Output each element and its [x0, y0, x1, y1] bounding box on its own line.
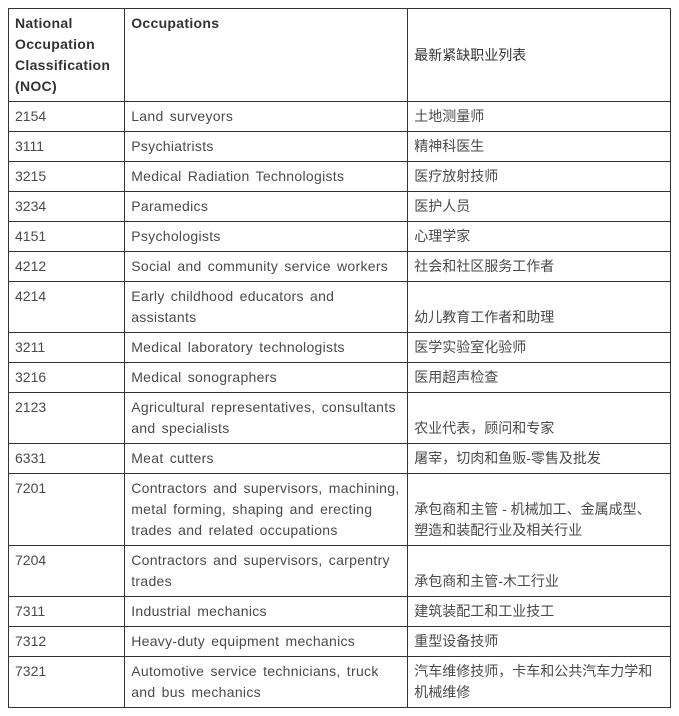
- cell-cn: 精神科医生: [408, 132, 671, 162]
- table-row: 3216Medical sonographers医用超声检查: [9, 363, 671, 393]
- cell-cn: 农业代表，顾问和专家: [408, 393, 671, 444]
- cell-noc: 4212: [9, 252, 125, 282]
- table-header-row: National Occupation Classification (NOC)…: [9, 9, 671, 102]
- cell-cn: 承包商和主管 - 机械加工、金属成型、塑造和装配行业及相关行业: [408, 474, 671, 546]
- table-body: 2154Land surveyors土地测量师3111Psychiatrists…: [9, 102, 671, 708]
- cell-occupation: Land surveyors: [125, 102, 408, 132]
- cell-occupation: Psychologists: [125, 222, 408, 252]
- table-row: 4214Early childhood educators and assist…: [9, 282, 671, 333]
- cell-noc: 7312: [9, 627, 125, 657]
- cell-cn: 社会和社区服务工作者: [408, 252, 671, 282]
- cell-cn: 建筑装配工和工业技工: [408, 597, 671, 627]
- cell-cn: 重型设备技师: [408, 627, 671, 657]
- cell-noc: 3111: [9, 132, 125, 162]
- cell-cn: 汽车维修技师，卡车和公共汽车力学和机械维修: [408, 657, 671, 708]
- table-row: 2154Land surveyors土地测量师: [9, 102, 671, 132]
- cell-noc: 7201: [9, 474, 125, 546]
- cell-occupation: Psychiatrists: [125, 132, 408, 162]
- table-row: 2123Agricultural representatives, consul…: [9, 393, 671, 444]
- col-header-cn: 最新紧缺职业列表: [408, 9, 671, 102]
- cell-noc: 2154: [9, 102, 125, 132]
- table-row: 7312Heavy-duty equipment mechanics重型设备技师: [9, 627, 671, 657]
- cell-cn: 承包商和主管-木工行业: [408, 546, 671, 597]
- table-row: 3111Psychiatrists精神科医生: [9, 132, 671, 162]
- table-row: 7321Automotive service technicians, truc…: [9, 657, 671, 708]
- cell-occupation: Contractors and supervisors, carpentry t…: [125, 546, 408, 597]
- cell-occupation: Paramedics: [125, 192, 408, 222]
- col-header-occupation: Occupations: [125, 9, 408, 102]
- cell-occupation: Early childhood educators and assistants: [125, 282, 408, 333]
- cell-noc: 4214: [9, 282, 125, 333]
- cell-occupation: Automotive service technicians, truck an…: [125, 657, 408, 708]
- cell-occupation: Heavy-duty equipment mechanics: [125, 627, 408, 657]
- cell-noc: 3234: [9, 192, 125, 222]
- table-row: 3215Medical Radiation Technologists医疗放射技…: [9, 162, 671, 192]
- col-header-noc: National Occupation Classification (NOC): [9, 9, 125, 102]
- cell-cn: 幼儿教育工作者和助理: [408, 282, 671, 333]
- cell-noc: 7321: [9, 657, 125, 708]
- noc-occupations-table: National Occupation Classification (NOC)…: [8, 8, 671, 708]
- table-row: 3234Paramedics医护人员: [9, 192, 671, 222]
- cell-cn: 心理学家: [408, 222, 671, 252]
- cell-cn: 屠宰，切肉和鱼贩-零售及批发: [408, 444, 671, 474]
- table-row: 4151Psychologists心理学家: [9, 222, 671, 252]
- table-row: 7201Contractors and supervisors, machini…: [9, 474, 671, 546]
- cell-noc: 4151: [9, 222, 125, 252]
- cell-cn: 医护人员: [408, 192, 671, 222]
- table-row: 3211Medical laboratory technologists医学实验…: [9, 333, 671, 363]
- cell-noc: 3216: [9, 363, 125, 393]
- cell-occupation: Medical sonographers: [125, 363, 408, 393]
- cell-occupation: Social and community service workers: [125, 252, 408, 282]
- cell-occupation: Medical laboratory technologists: [125, 333, 408, 363]
- cell-noc: 2123: [9, 393, 125, 444]
- cell-occupation: Industrial mechanics: [125, 597, 408, 627]
- cell-occupation: Medical Radiation Technologists: [125, 162, 408, 192]
- cell-noc: 7311: [9, 597, 125, 627]
- cell-cn: 土地测量师: [408, 102, 671, 132]
- table-row: 7311Industrial mechanics建筑装配工和工业技工: [9, 597, 671, 627]
- table-row: 6331Meat cutters屠宰，切肉和鱼贩-零售及批发: [9, 444, 671, 474]
- cell-noc: 3215: [9, 162, 125, 192]
- table-row: 4212Social and community service workers…: [9, 252, 671, 282]
- cell-noc: 7204: [9, 546, 125, 597]
- cell-noc: 6331: [9, 444, 125, 474]
- cell-cn: 医学实验室化验师: [408, 333, 671, 363]
- cell-occupation: Meat cutters: [125, 444, 408, 474]
- table-row: 7204Contractors and supervisors, carpent…: [9, 546, 671, 597]
- cell-cn: 医疗放射技师: [408, 162, 671, 192]
- cell-occupation: Contractors and supervisors, machining, …: [125, 474, 408, 546]
- cell-cn: 医用超声检查: [408, 363, 671, 393]
- cell-noc: 3211: [9, 333, 125, 363]
- cell-occupation: Agricultural representatives, consultant…: [125, 393, 408, 444]
